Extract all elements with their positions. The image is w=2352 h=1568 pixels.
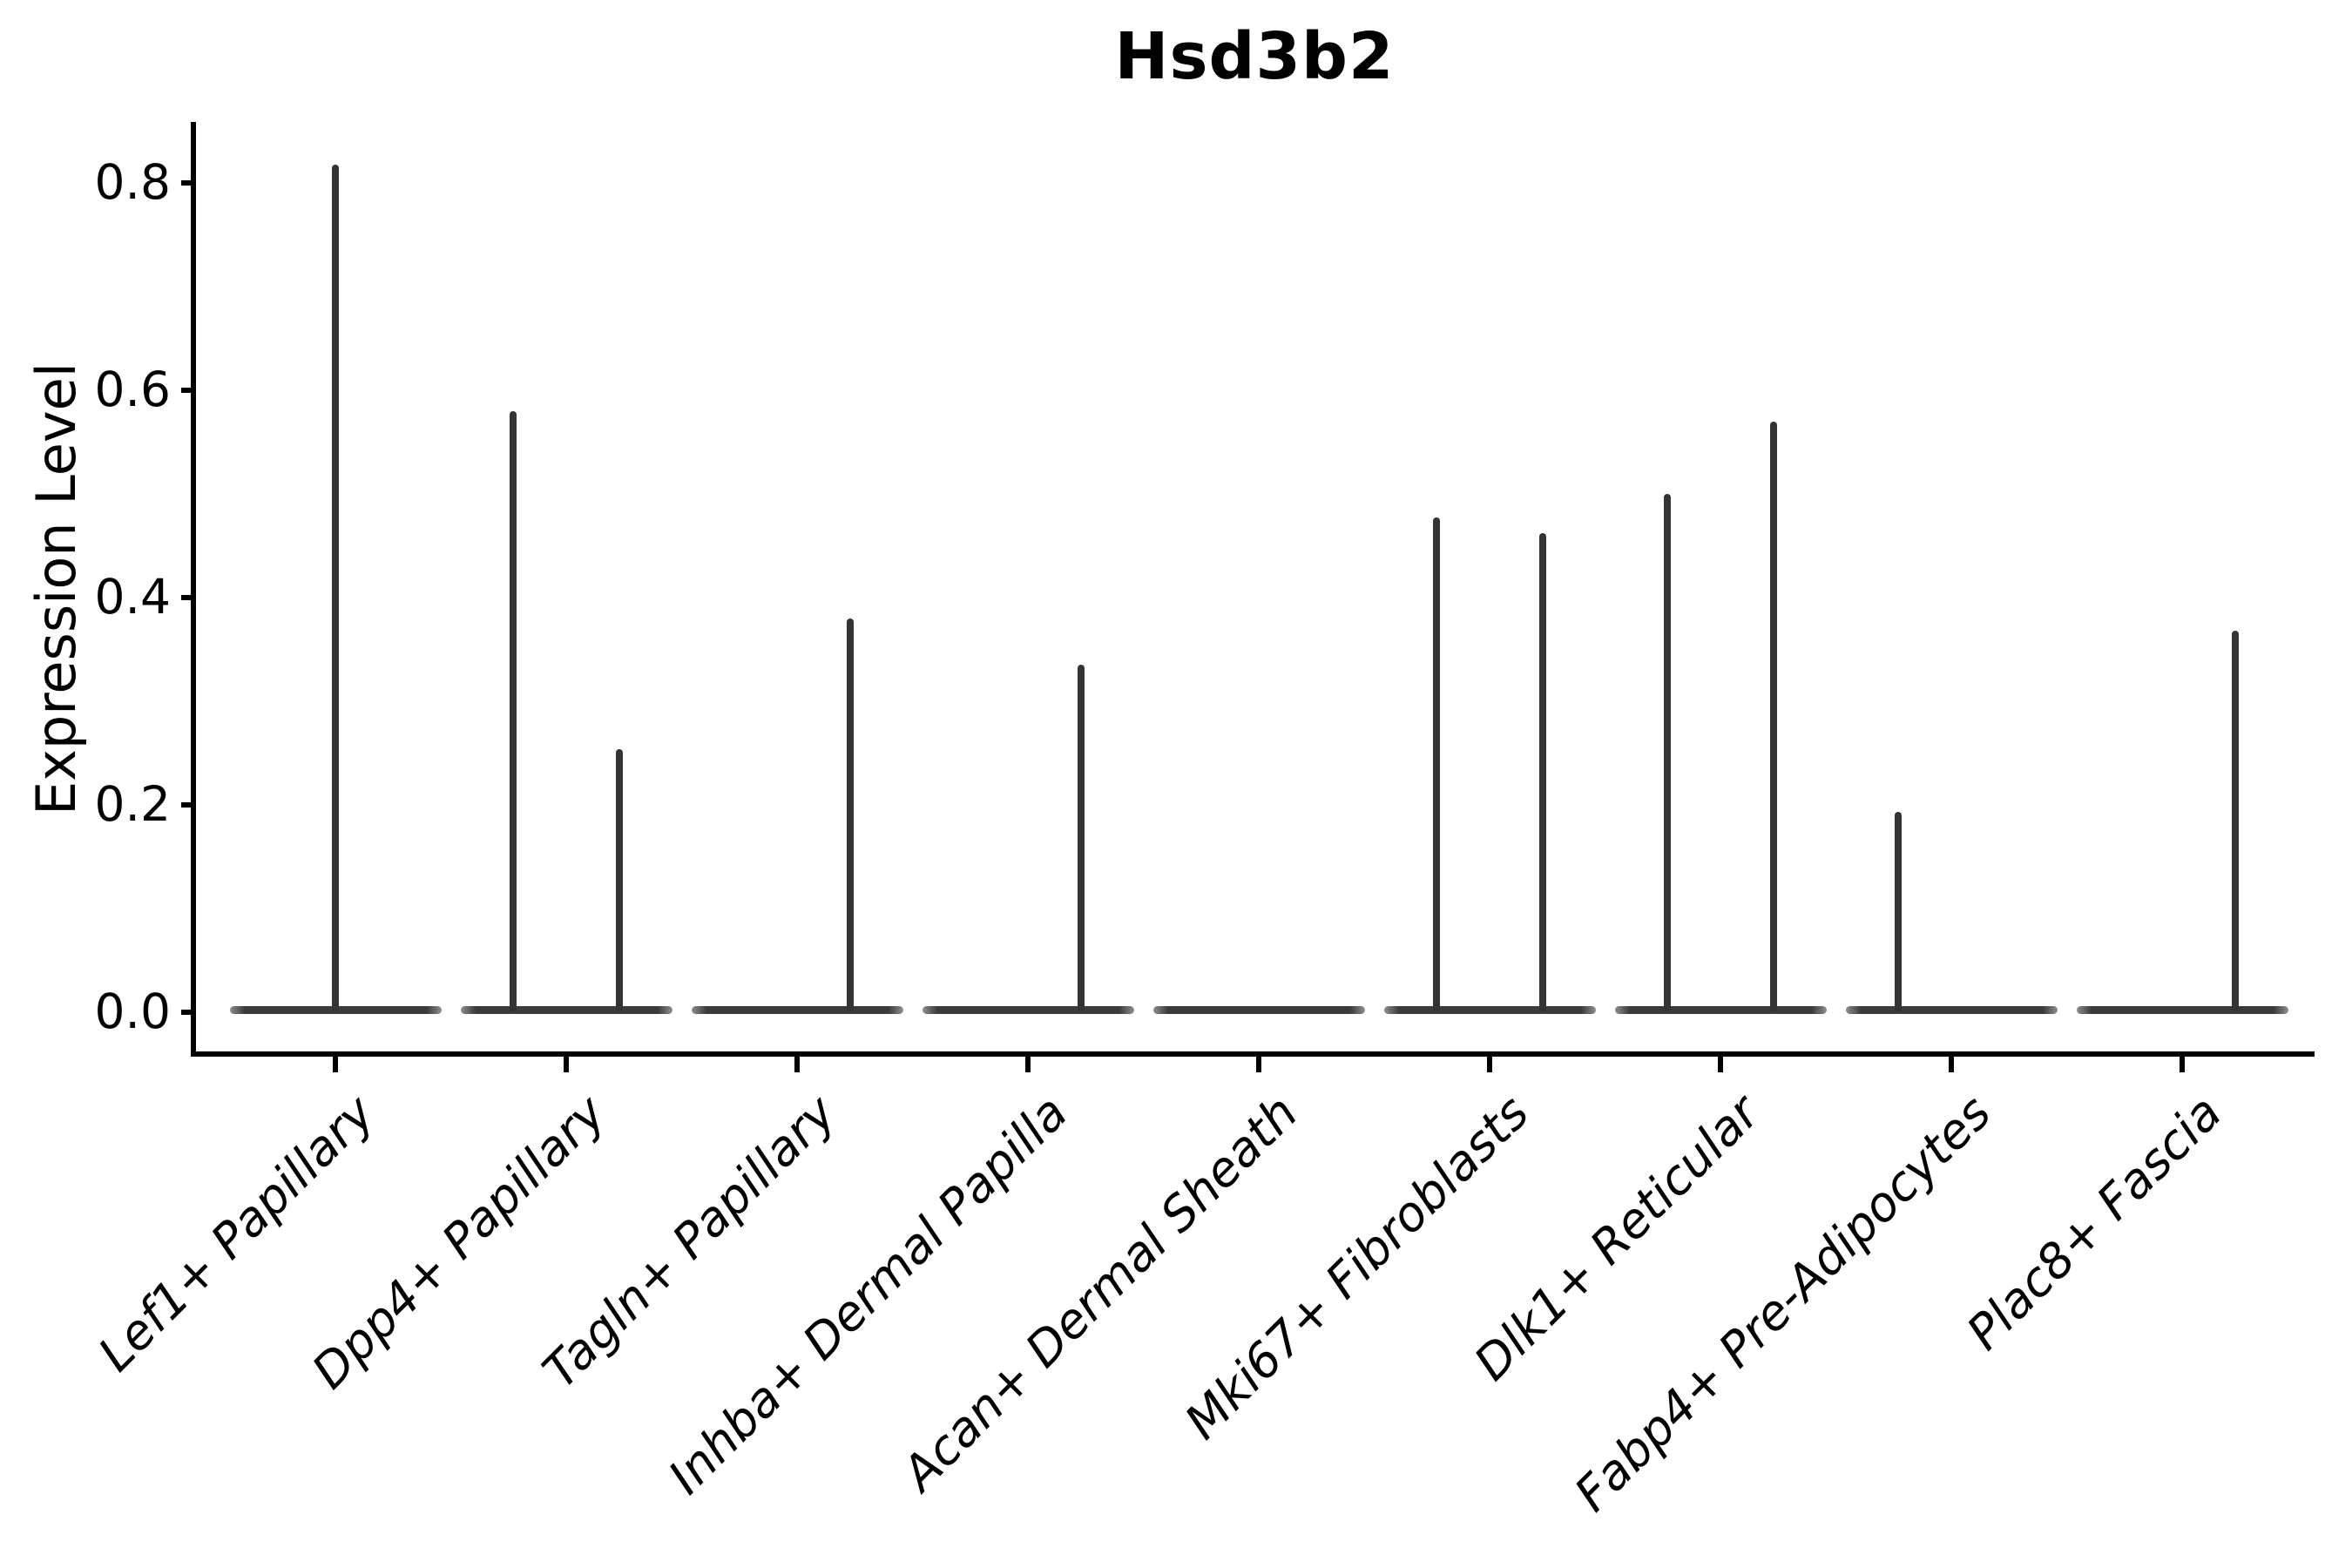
- x-tick: [794, 1057, 800, 1072]
- violin-baseline: [460, 1005, 672, 1014]
- x-tick: [1487, 1057, 1492, 1072]
- y-tick-label: 0.2: [94, 776, 171, 832]
- x-tick: [564, 1057, 569, 1072]
- violin-baseline: [922, 1005, 1134, 1014]
- violin-baseline: [2076, 1005, 2288, 1014]
- x-tick-label: Fabp4+ Pre-Adipocytes: [1563, 1084, 2002, 1523]
- y-tick: [181, 802, 196, 808]
- violin-density-spike: [1770, 421, 1777, 1011]
- y-tick-label: 0.0: [94, 983, 171, 1039]
- violin-baseline: [1383, 1005, 1596, 1014]
- violin-density-spike: [1078, 665, 1085, 1011]
- y-axis-spine: [191, 122, 196, 1057]
- x-axis-spine: [191, 1051, 2315, 1057]
- violin-density-spike: [510, 410, 517, 1011]
- violin-density-spike: [847, 618, 854, 1011]
- y-tick-label: 0.4: [94, 569, 171, 625]
- violin-density-spike: [1664, 494, 1671, 1011]
- y-tick-label: 0.8: [94, 154, 171, 210]
- x-tick: [2180, 1057, 2185, 1072]
- violin-density-spike: [1895, 812, 1902, 1011]
- violin-baseline: [691, 1005, 903, 1014]
- x-tick-label: Acan+ Dermal Sheath: [891, 1084, 1309, 1502]
- violin-density-spike: [332, 164, 339, 1011]
- violin-density-spike: [616, 748, 623, 1011]
- violin-density-spike: [1433, 517, 1440, 1011]
- x-tick: [1949, 1057, 1954, 1072]
- x-tick: [1718, 1057, 1723, 1072]
- violin-baseline: [1614, 1005, 1827, 1014]
- x-tick-label: Inhba+ Dermal Papilla: [657, 1084, 1078, 1505]
- x-tick-label: Plac8+ Fascia: [1956, 1084, 2233, 1361]
- y-tick: [181, 595, 196, 600]
- y-tick-label: 0.6: [94, 362, 171, 417]
- x-tick: [1256, 1057, 1261, 1072]
- y-tick: [181, 180, 196, 186]
- x-tick: [333, 1057, 338, 1072]
- y-tick: [181, 1010, 196, 1015]
- violin-baseline: [1152, 1005, 1365, 1014]
- y-tick: [181, 388, 196, 393]
- violin-density-spike: [2232, 631, 2239, 1011]
- violin-baseline: [1845, 1005, 2058, 1014]
- violin-density-spike: [1539, 533, 1546, 1011]
- x-tick: [1025, 1057, 1031, 1072]
- chart-title: Hsd3b2: [1114, 19, 1395, 94]
